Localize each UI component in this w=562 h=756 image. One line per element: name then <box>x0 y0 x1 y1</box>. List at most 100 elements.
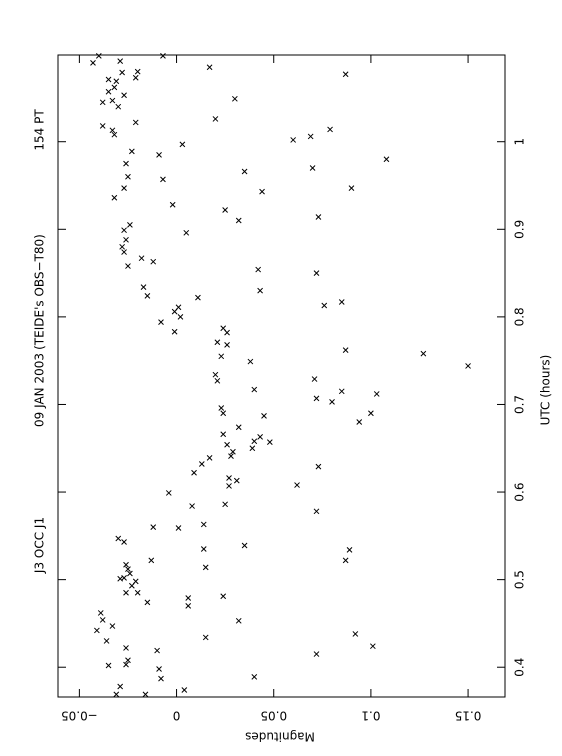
point <box>224 329 230 336</box>
point <box>214 339 221 346</box>
point <box>115 535 122 542</box>
point <box>338 388 345 395</box>
point-stroke <box>235 617 242 624</box>
point-stroke <box>255 266 262 273</box>
point <box>119 69 125 76</box>
point <box>342 71 349 78</box>
point <box>228 453 234 459</box>
point-stroke <box>356 419 363 425</box>
point-stroke <box>127 570 133 577</box>
point <box>123 661 129 668</box>
point-stroke <box>224 329 230 336</box>
point <box>290 137 297 143</box>
point-stroke <box>369 643 376 650</box>
point-stroke <box>115 535 122 542</box>
point <box>171 308 178 315</box>
point <box>259 188 265 195</box>
point-stroke <box>121 539 127 545</box>
point-stroke <box>465 363 471 369</box>
point-stroke <box>222 207 228 213</box>
point-stroke <box>134 589 141 596</box>
point-stroke <box>420 350 427 357</box>
point-stroke <box>352 631 359 637</box>
point-stroke <box>154 647 160 654</box>
x-tick-label: 0.7 <box>513 395 527 414</box>
point-stroke <box>109 127 116 134</box>
point <box>185 595 192 601</box>
point <box>315 463 322 470</box>
point-stroke <box>121 227 127 234</box>
point-stroke <box>179 141 186 148</box>
point-stroke <box>142 691 149 698</box>
point <box>206 455 213 461</box>
point <box>95 53 102 59</box>
point-stroke <box>117 575 124 582</box>
point <box>127 222 133 228</box>
point <box>165 490 172 496</box>
point <box>230 448 236 455</box>
point <box>132 119 139 126</box>
point <box>156 666 162 672</box>
point <box>94 627 100 634</box>
point-stroke <box>90 60 96 66</box>
point <box>175 525 182 531</box>
point <box>342 347 349 354</box>
point-stroke <box>249 445 256 452</box>
point-stroke <box>125 263 131 269</box>
y-tick-label: 0 <box>173 709 181 723</box>
point-stroke <box>103 638 110 644</box>
point <box>105 76 112 83</box>
point-stroke <box>251 438 258 445</box>
point <box>313 395 320 402</box>
point-stroke <box>224 441 230 448</box>
y-tick-label: 0.15 <box>455 709 482 723</box>
point-stroke <box>109 623 116 629</box>
point <box>202 634 209 641</box>
point-stroke <box>97 610 104 616</box>
point-stroke <box>200 546 207 552</box>
point-stroke <box>181 687 188 693</box>
point <box>235 424 242 431</box>
y-tick-label: −0.05 <box>61 709 98 723</box>
point-stroke <box>307 133 314 140</box>
point-stroke <box>206 455 213 461</box>
point <box>327 126 333 133</box>
point-stroke <box>156 151 162 158</box>
point <box>200 546 207 552</box>
point <box>115 103 122 110</box>
point-stroke <box>214 339 221 346</box>
point <box>226 475 232 481</box>
point <box>247 358 254 365</box>
point-stroke <box>338 299 345 305</box>
point <box>307 133 314 140</box>
point-stroke <box>111 131 118 138</box>
point <box>224 342 230 348</box>
point-stroke <box>177 314 184 320</box>
point <box>220 410 227 417</box>
point-stroke <box>158 319 164 325</box>
point <box>185 603 192 609</box>
point-stroke <box>150 258 157 265</box>
point-stroke <box>111 194 118 201</box>
point-stroke <box>383 156 390 163</box>
point-stroke <box>117 683 124 690</box>
point-stroke <box>105 76 112 83</box>
point <box>346 547 353 553</box>
point-stroke <box>111 84 118 91</box>
point <box>251 674 258 680</box>
point-stroke <box>125 657 131 664</box>
point <box>123 236 129 243</box>
point-stroke <box>241 542 248 549</box>
point-stroke <box>368 410 374 417</box>
point <box>134 589 141 596</box>
point-stroke <box>313 270 320 276</box>
point-stroke <box>185 603 192 609</box>
point <box>123 645 129 651</box>
point <box>128 148 135 155</box>
point-stroke <box>185 595 192 601</box>
point <box>113 691 120 698</box>
point-stroke <box>148 557 155 564</box>
point <box>342 557 349 564</box>
point <box>132 74 139 81</box>
point-stroke <box>202 564 209 571</box>
